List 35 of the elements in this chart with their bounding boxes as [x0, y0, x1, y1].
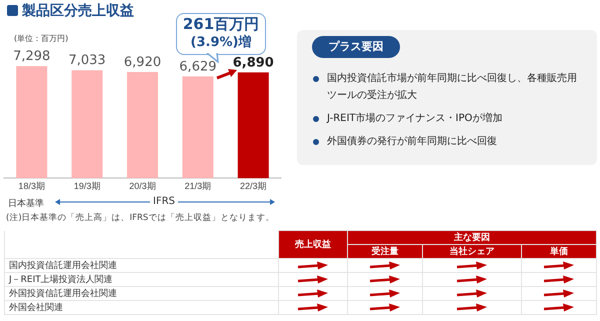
text: 外国会社関連 [4, 300, 278, 314]
text: 単価 [521, 244, 596, 258]
x-tick-label: 22/3期 [240, 181, 267, 192]
bar [16, 66, 48, 178]
text: 国内投資信託運用会社関連 [4, 258, 278, 272]
text: 261百万円 [182, 15, 260, 34]
text: (注)日本基準の「売上高」は、IFRSでは「売上収益」となります。 [6, 212, 274, 224]
data-label: 7,298 [13, 49, 50, 64]
text: (3.9%)増 [190, 34, 252, 51]
text: J－REIT上場投資法人関連 [4, 272, 278, 286]
data-label: 6,629 [179, 59, 217, 74]
text: 外国債券の発行が前年同期に比べ回復 [313, 133, 577, 150]
bar [72, 70, 103, 178]
chart-title: 製品区分売上収益 [22, 2, 134, 20]
text: 外国投資信託運用会社関連 [4, 286, 278, 300]
text: 売上収益 [278, 230, 348, 258]
text: プラス要因 [312, 36, 400, 58]
text: 国内投資信託市場が前年同期に比べ回復し、各種販売用ツールの受注が拡大 [313, 70, 577, 104]
text: 日本基準 [8, 198, 44, 210]
data-label: 6,920 [124, 54, 162, 70]
data-label: 7,033 [68, 53, 106, 68]
data-label: 6,890 [232, 55, 274, 70]
text: 主な要因 [348, 230, 596, 244]
x-tick-label: 18/3期 [18, 181, 45, 192]
bar [182, 76, 214, 178]
x-tick-label: 20/3期 [129, 181, 156, 192]
text: 当社シェア [422, 244, 522, 258]
text: IFRS [150, 196, 178, 207]
bar [238, 72, 269, 178]
text: (単位：百万円) [14, 33, 68, 44]
text: J-REIT市場のファイナンス・IPOが増加 [313, 110, 577, 127]
x-tick-label: 19/3期 [74, 181, 100, 192]
text: 受注量 [348, 244, 423, 258]
bar [126, 72, 158, 178]
x-tick-label: 21/3期 [184, 181, 212, 192]
